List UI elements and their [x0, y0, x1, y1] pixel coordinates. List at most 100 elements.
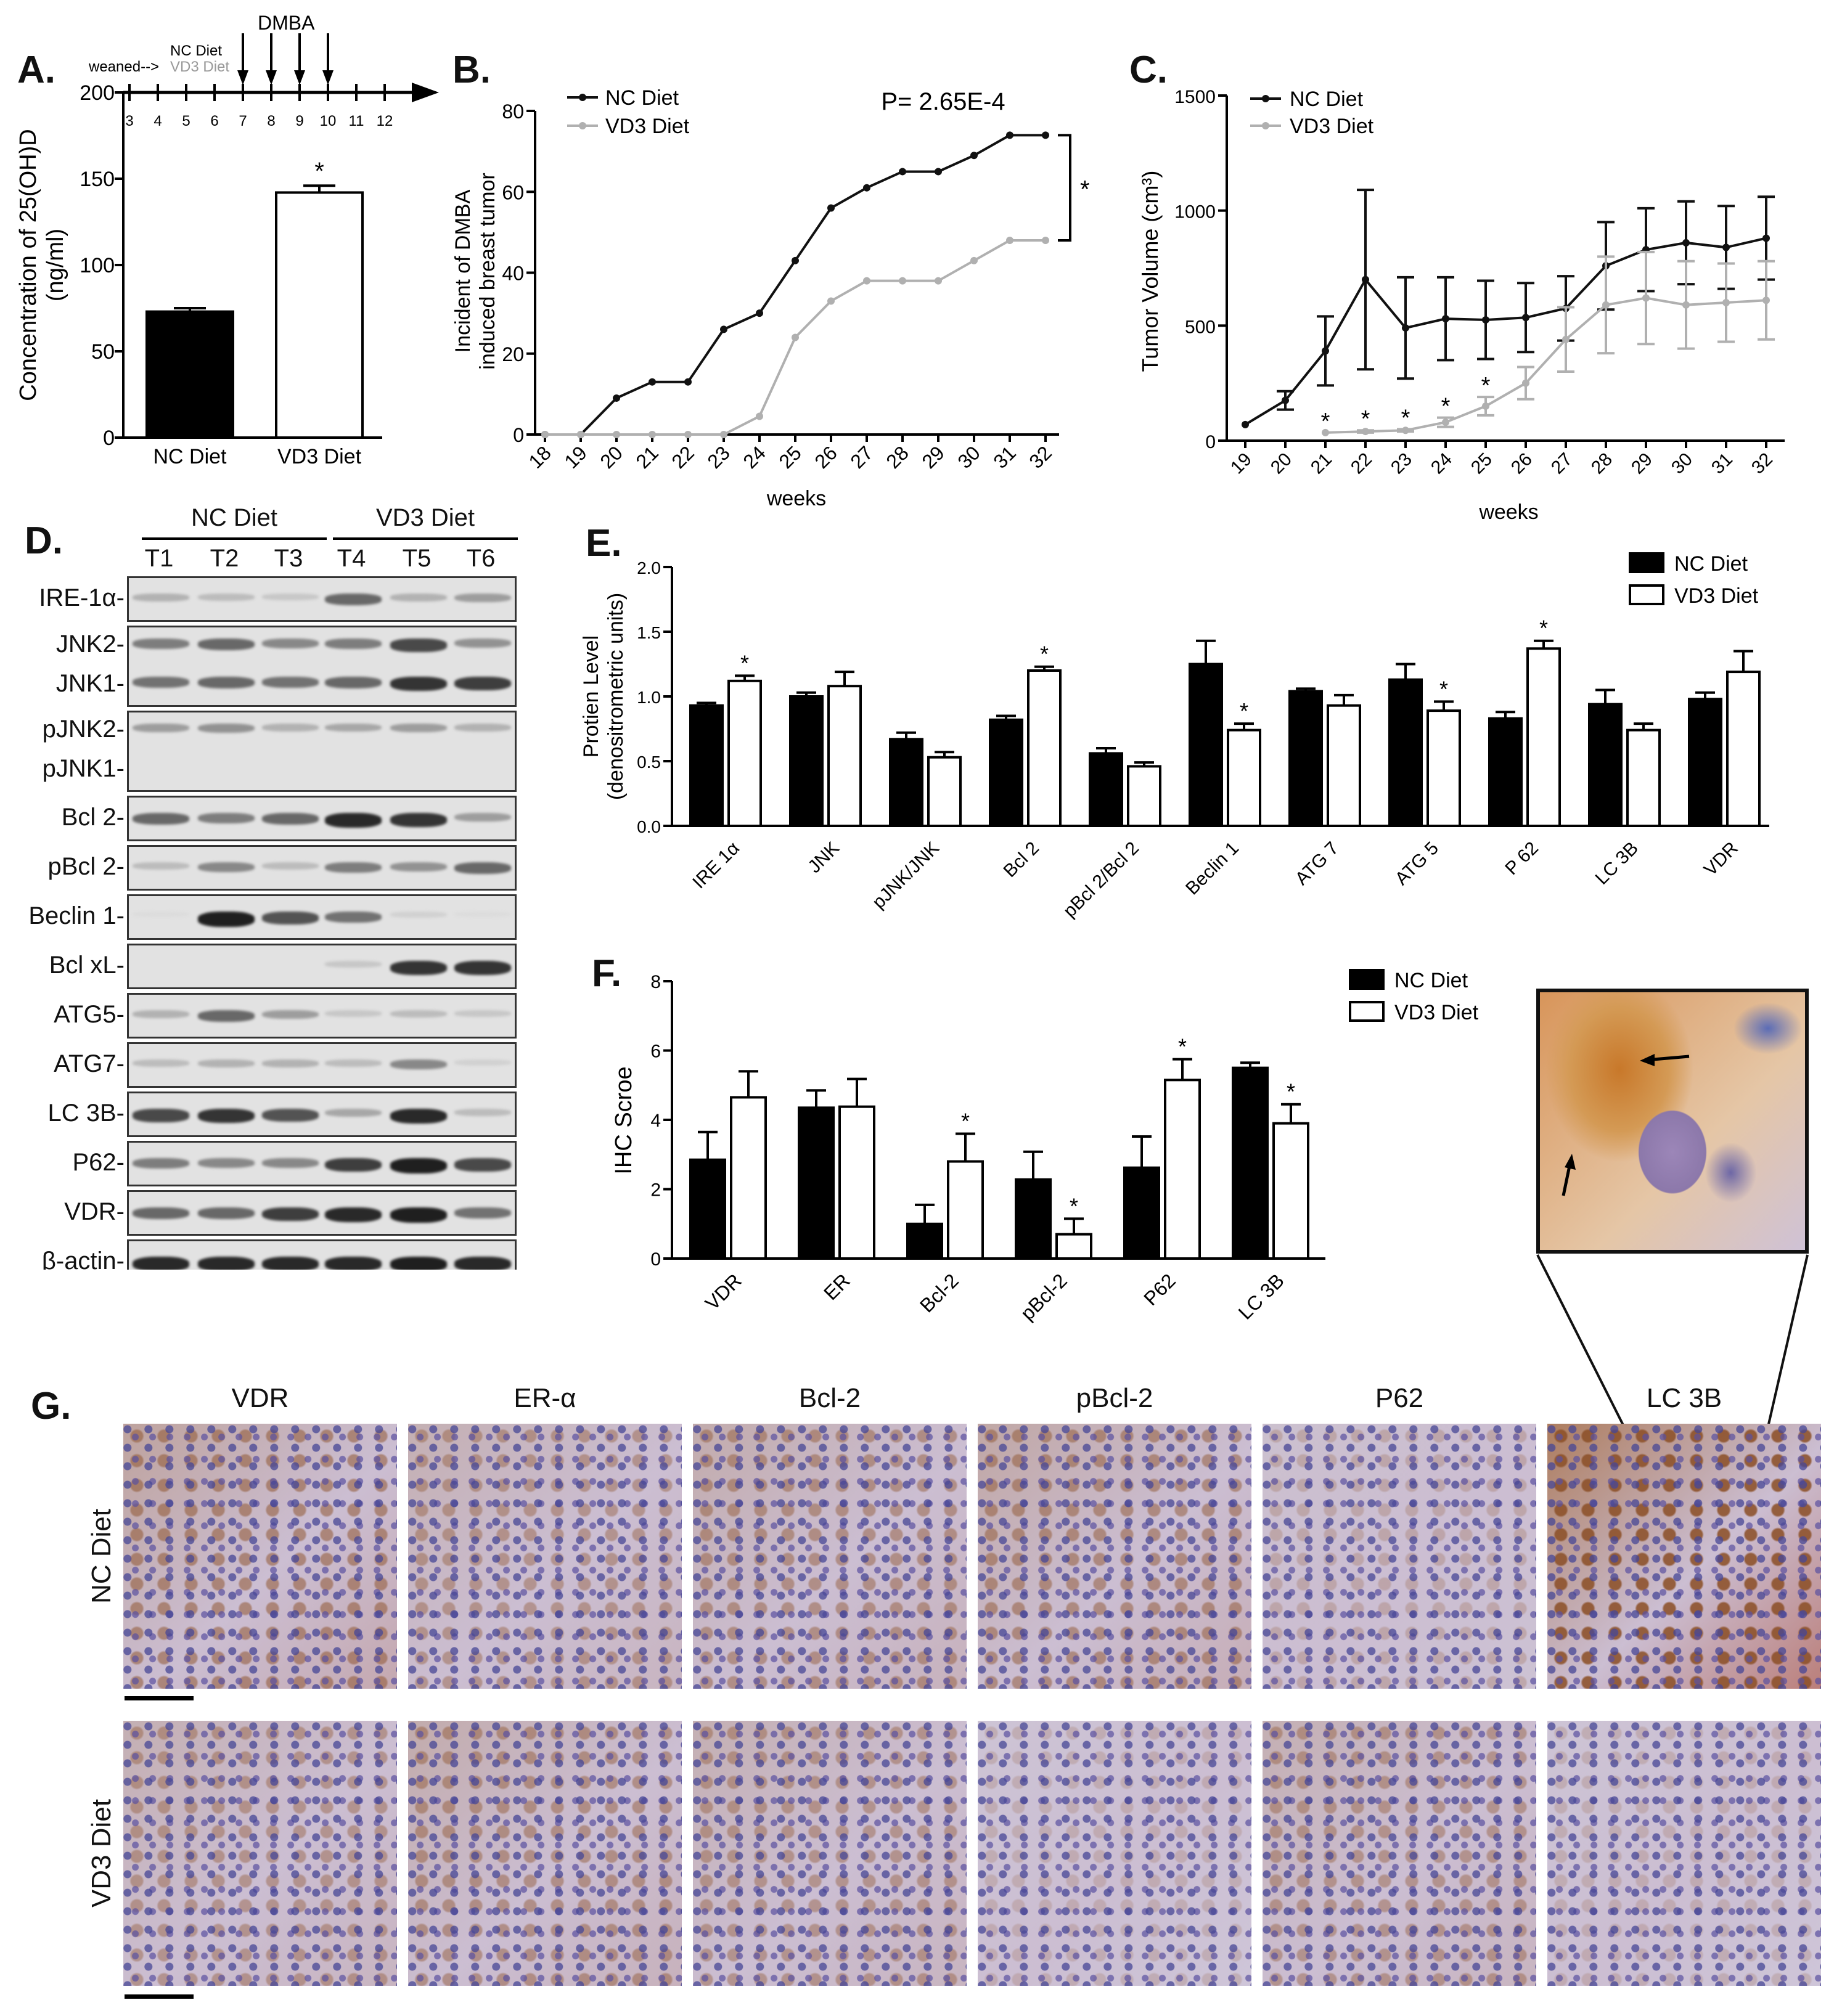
blot-band: [262, 862, 319, 870]
f-bar: [730, 1096, 767, 1260]
f-x-tick-label: VDR: [701, 1269, 746, 1314]
e-y-axis-label-line: Protien Level: [579, 635, 603, 757]
b-data-point: [756, 309, 763, 317]
blot-band: [325, 1158, 382, 1172]
e-bar: [1227, 728, 1261, 827]
c-y-tick-label: 1000: [1174, 202, 1216, 222]
blot-band: [325, 912, 382, 923]
e-bar: [927, 756, 962, 828]
blot-band: [325, 961, 382, 968]
dmba-arrowhead: [322, 70, 334, 85]
e-y-tick-label: 1.5: [637, 623, 661, 642]
blot-band: [390, 639, 447, 652]
b-data-point: [1042, 237, 1049, 244]
c-y-tick-label: 1500: [1174, 87, 1216, 107]
e-bar: [1288, 690, 1323, 827]
blot-band: [133, 639, 189, 649]
blot-band: [390, 1158, 447, 1174]
e-bar: [889, 738, 923, 827]
e-bar: [1626, 728, 1661, 827]
blot-strip: [127, 845, 517, 891]
timeline-week-label: 11: [349, 113, 364, 129]
c-y-tick-label: 0: [1205, 432, 1216, 452]
b-y-axis-label-line: induced breast tumor: [476, 173, 499, 369]
b-x-tick-label: 27: [846, 441, 877, 473]
blot-band: [198, 1010, 255, 1022]
blot-band: [390, 594, 447, 602]
inset-arrows: [1562, 1054, 1690, 1196]
b-legend-label: NC Diet: [605, 86, 679, 110]
blot-band: [454, 594, 511, 603]
e-significance-star: *: [1439, 676, 1448, 701]
c-data-point: [1362, 428, 1369, 436]
blot-band: [325, 1257, 382, 1270]
blot-group-vd3-diet: VD3 Diet: [375, 504, 475, 531]
blot-band: [454, 1109, 511, 1116]
panel-e: E. 0.0 0.5 1.0 1.5 2.0 * IRE 1α JNK pJNK/JNK * Bcl…: [542, 512, 1842, 943]
ihc-micrograph: [408, 1424, 682, 1689]
timeline-nc-diet: NC Diet: [170, 43, 222, 59]
e-y-axis-label: Protien Level(denositrometric units): [579, 593, 628, 800]
e-significance-star: *: [740, 650, 749, 675]
b-data-point: [827, 297, 835, 305]
e-x-tick-label: pJNK/JNK: [869, 838, 943, 913]
blot-strip: [127, 1042, 517, 1088]
blot-band: [454, 1207, 511, 1218]
b-data-point: [899, 168, 906, 176]
blot-rows: IRE-1α- JNK2- JNK1- pJNK2- pJNK1- Bcl 2- pBcl …: [0, 576, 530, 1270]
blot-band: [325, 862, 382, 873]
b-y-tick-label: 0: [513, 424, 524, 446]
b-x-tick-label: 29: [917, 441, 949, 473]
blot-band: [262, 1257, 319, 1270]
a-x-tick-label: NC Diet: [153, 445, 227, 468]
f-y-axis-label: IHC Scroe: [611, 1066, 637, 1174]
b-data-point: [649, 431, 656, 438]
blot-row-label: pJNK1-: [42, 755, 125, 782]
timeline-week-label: 8: [267, 113, 275, 129]
b-data-point: [935, 168, 942, 176]
blot-band: [390, 1109, 447, 1124]
f-legend-swatch: [1349, 969, 1385, 990]
c-legend-marker: [1262, 122, 1269, 129]
blot-strip: [127, 1190, 517, 1236]
blot-band: [454, 1158, 511, 1172]
panel-e-chart: 0.0 0.5 1.0 1.5 2.0 * IRE 1α JNK pJNK/JNK * Bcl 2 p…: [579, 552, 1769, 921]
f-bar: [1123, 1166, 1160, 1260]
e-bar: [1588, 703, 1623, 827]
blot-row-label: ATG5-: [54, 1001, 125, 1028]
c-x-tick-label: 30: [1668, 449, 1697, 478]
e-x-tick-label: P 62: [1501, 838, 1542, 879]
ihc-micrograph: [1263, 1721, 1536, 1986]
blot-band: [454, 1257, 511, 1270]
e-y-tick-label: 0.0: [637, 817, 661, 836]
ihc-micrograph: [123, 1721, 397, 1986]
c-legend-label: NC Diet: [1290, 88, 1364, 111]
e-bar: [1327, 704, 1361, 828]
f-bar: [1164, 1079, 1201, 1260]
e-significance-star: *: [1040, 642, 1049, 667]
c-data-point: [1722, 299, 1730, 306]
blot-band: [454, 677, 511, 691]
f-y-tick-label: 0: [650, 1249, 661, 1270]
blot-row-label: Bcl 2-: [61, 804, 125, 831]
c-data-point: [1562, 335, 1570, 343]
f-significance-star: *: [961, 1109, 970, 1134]
e-y-tick-label: 2.0: [637, 558, 661, 577]
timeline-week-label: 10: [320, 113, 337, 129]
b-y-axis-label-line: Incident of DMBA: [451, 189, 475, 353]
blot-band: [262, 594, 319, 600]
panel-c: C. 0 500 1000 1500 19 20 21 22 23 24 25 26 27 28 29 30 3…: [1110, 0, 1842, 530]
blot-lane-label: T4: [337, 545, 366, 572]
blot-strip: [127, 944, 517, 989]
e-x-tick-label: LC 3B: [1592, 838, 1642, 889]
blot-band: [390, 1207, 447, 1223]
blot-band: [325, 1010, 382, 1017]
blot-lane-label: T2: [210, 545, 239, 572]
f-x-tick-label: ER: [819, 1269, 854, 1304]
panel-c-label: C.: [1129, 49, 1168, 91]
c-data-point: [1482, 316, 1489, 324]
blot-band: [198, 1158, 255, 1169]
e-bar: [989, 718, 1023, 827]
b-legend-marker: [579, 94, 586, 101]
